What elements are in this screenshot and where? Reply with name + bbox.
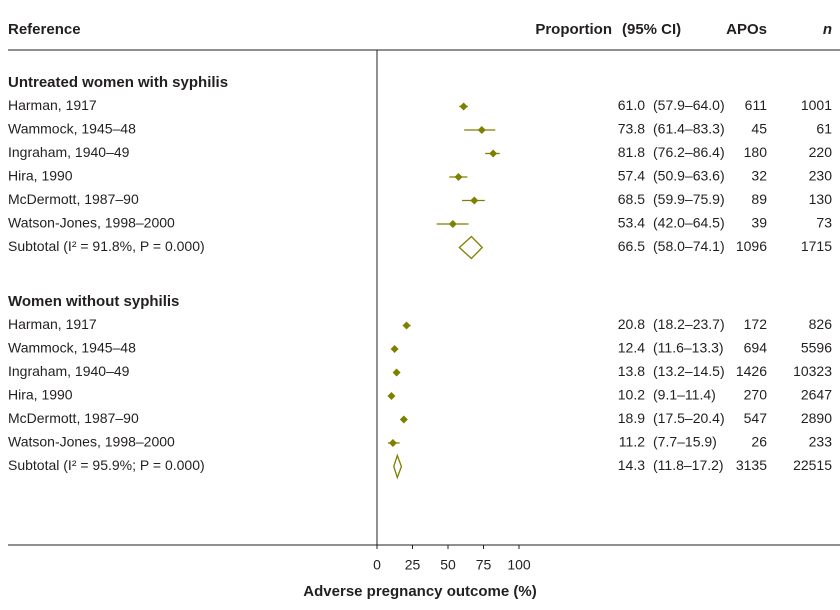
point-estimate <box>402 321 411 330</box>
n: 5596 <box>801 340 832 356</box>
column-header: APOs <box>726 21 767 38</box>
x-tick-label: 0 <box>373 557 381 573</box>
point-estimate <box>477 126 486 134</box>
apos: 26 <box>751 434 767 450</box>
n: 10323 <box>793 363 832 379</box>
apos: 611 <box>745 97 768 113</box>
n: 1715 <box>801 238 832 254</box>
n: 2890 <box>801 410 832 426</box>
n: 22515 <box>793 457 832 473</box>
row-label: Subtotal (I² = 91.8%, P = 0.000) <box>8 238 205 254</box>
proportion: 18.9 <box>618 410 645 426</box>
ci-label: (61.4–83.3) <box>653 121 725 137</box>
apos: 45 <box>751 121 767 137</box>
column-header: n <box>823 21 832 38</box>
x-axis-label: Adverse pregnancy outcome (%) <box>303 583 536 600</box>
proportion: 14.3 <box>618 457 645 473</box>
n: 1001 <box>801 97 832 113</box>
x-tick-label: 50 <box>440 557 456 573</box>
row-label: McDermott, 1987–90 <box>8 191 139 207</box>
n: 61 <box>816 121 832 137</box>
proportion: 13.8 <box>618 363 645 379</box>
subtotal-diamond <box>458 235 484 260</box>
n: 220 <box>809 144 833 160</box>
row-label: Hira, 1990 <box>8 387 73 403</box>
ci-label: (18.2–23.7) <box>653 316 725 332</box>
point-estimate <box>454 173 463 181</box>
proportion: 20.8 <box>618 316 645 332</box>
proportion: 10.2 <box>618 387 645 403</box>
point-estimate <box>387 392 396 400</box>
row-label: Watson-Jones, 1998–2000 <box>8 434 175 450</box>
column-header: Proportion <box>535 21 612 38</box>
point-estimate <box>392 368 401 377</box>
group-title: Untreated women with syphilis <box>8 74 228 91</box>
proportion: 73.8 <box>618 121 645 137</box>
n: 826 <box>809 316 833 332</box>
ci-label: (7.7–15.9) <box>653 434 717 450</box>
apos: 89 <box>751 191 767 207</box>
ci-label: (9.1–11.4) <box>653 387 716 403</box>
x-tick-label: 100 <box>507 557 531 573</box>
row-label: Wammock, 1945–48 <box>8 340 136 356</box>
apos: 3135 <box>736 457 767 473</box>
point-estimate <box>388 439 397 447</box>
n: 233 <box>809 434 833 450</box>
ci-label: (13.2–14.5) <box>653 363 725 379</box>
ci-label: (17.5–20.4) <box>653 410 725 426</box>
column-header: Reference <box>8 21 81 38</box>
point-estimate <box>390 345 399 353</box>
group-title: Women without syphilis <box>8 293 179 310</box>
proportion: 12.4 <box>618 340 645 356</box>
proportion: 53.4 <box>618 215 645 231</box>
row-label: Hira, 1990 <box>8 168 73 184</box>
x-tick-label: 75 <box>476 557 492 573</box>
row-label: McDermott, 1987–90 <box>8 410 139 426</box>
ci-label: (58.0–74.1) <box>653 238 725 254</box>
ci-label: (50.9–63.6) <box>653 168 725 184</box>
proportion: 61.0 <box>618 97 645 113</box>
point-estimate <box>448 220 457 228</box>
apos: 270 <box>744 387 768 403</box>
row-label: Harman, 1917 <box>8 316 97 332</box>
proportion: 66.5 <box>618 238 645 254</box>
row-label: Watson-Jones, 1998–2000 <box>8 215 175 231</box>
apos: 1426 <box>736 363 767 379</box>
n: 230 <box>809 168 833 184</box>
apos: 1096 <box>736 238 767 254</box>
proportion: 81.8 <box>618 144 645 160</box>
ci-label: (59.9–75.9) <box>653 191 725 207</box>
apos: 547 <box>744 410 768 426</box>
row-label: Ingraham, 1940–49 <box>8 144 130 160</box>
n: 2647 <box>801 387 832 403</box>
n: 73 <box>816 215 832 231</box>
point-estimate <box>399 415 408 424</box>
apos: 180 <box>744 144 768 160</box>
row-label: Wammock, 1945–48 <box>8 121 136 137</box>
ci-label: (76.2–86.4) <box>653 144 725 160</box>
apos: 172 <box>744 316 768 332</box>
ci-label: (11.8–17.2) <box>653 457 724 473</box>
ci-label: (42.0–64.5) <box>653 215 725 231</box>
subtotal-diamond <box>393 453 403 480</box>
column-header: (95% CI) <box>622 21 681 38</box>
ci-label: (11.6–13.3) <box>653 340 724 356</box>
proportion: 57.4 <box>618 168 645 184</box>
ci-label: (57.9–64.0) <box>653 97 725 113</box>
proportion: 68.5 <box>618 191 645 207</box>
x-tick-label: 25 <box>405 557 421 573</box>
row-label: Subtotal (I² = 95.9%; P = 0.000) <box>8 457 205 473</box>
apos: 39 <box>751 215 767 231</box>
row-label: Ingraham, 1940–49 <box>8 363 130 379</box>
point-estimate <box>489 149 498 158</box>
n: 130 <box>809 191 833 207</box>
point-estimate <box>459 102 468 111</box>
proportion: 11.2 <box>619 434 645 450</box>
apos: 694 <box>744 340 768 356</box>
row-label: Harman, 1917 <box>8 97 97 113</box>
apos: 32 <box>751 168 767 184</box>
point-estimate <box>470 196 479 205</box>
